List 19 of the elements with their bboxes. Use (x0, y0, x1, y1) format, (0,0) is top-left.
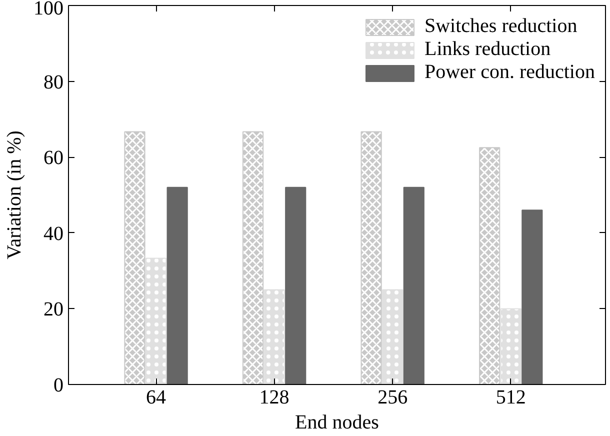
x-tick-label: 128 (259, 386, 290, 408)
bar (403, 186, 424, 384)
x-axis-title: End nodes (295, 412, 380, 434)
y-tick-label: 60 (44, 147, 64, 170)
legend-label: Power con. reduction (424, 61, 595, 84)
y-axis-title: Variation (in %) (4, 130, 26, 260)
bar (166, 186, 188, 384)
legend-label: Switches reduction (424, 15, 578, 38)
x-tick-label: 256 (378, 386, 408, 408)
bar (285, 186, 306, 384)
y-tick-label: 100 (34, 0, 64, 20)
y-tick-label: 20 (44, 298, 64, 321)
bar (522, 210, 543, 384)
y-tick-label: 40 (44, 222, 64, 245)
x-tick-label: 64 (146, 386, 166, 408)
x-tick-label: 512 (496, 386, 526, 408)
y-tick-label: 80 (44, 71, 64, 94)
legend-label: Links reduction (424, 38, 551, 61)
y-tick-label: 0 (54, 374, 64, 396)
